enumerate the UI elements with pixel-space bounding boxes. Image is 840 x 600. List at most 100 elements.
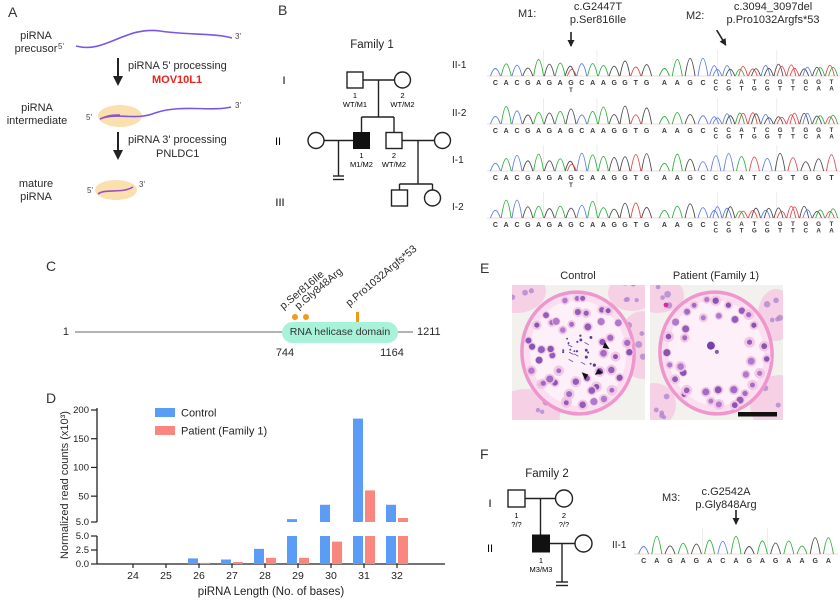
seq-letter: G (622, 222, 628, 229)
seq-letter: G (803, 79, 808, 86)
seq-letter: A (504, 175, 509, 182)
trace-peak (697, 161, 709, 172)
trace-peak (554, 158, 566, 172)
seq-letter: T (791, 86, 795, 93)
seq-letter: C (714, 79, 719, 86)
trace-peak (828, 208, 839, 219)
seq-letter: G (803, 127, 808, 134)
trace-peak (641, 64, 653, 77)
seq-letter: A (558, 80, 563, 87)
trace-peak (511, 64, 523, 77)
bar (386, 536, 396, 564)
cell-nucleus (528, 343, 536, 350)
trace-peak (725, 68, 736, 77)
cell-nucleus (623, 297, 629, 303)
mutation-tick-pro1032 (356, 312, 359, 322)
spermatid-dot (589, 336, 593, 339)
cell-nucleus (572, 378, 580, 385)
trace-peak (511, 199, 523, 219)
trace-peak (738, 66, 749, 77)
seq-letter: A (536, 80, 541, 87)
I-2-number: 2 (400, 91, 404, 100)
trace-peak (677, 542, 689, 555)
sperm-tail (568, 358, 574, 363)
trace-peak (747, 68, 758, 77)
cell-nucleus (614, 319, 622, 327)
trace-peak (734, 210, 745, 219)
cell-nucleus (574, 308, 581, 316)
cell-nucleus (769, 317, 775, 323)
bar (398, 536, 408, 564)
II-1-number: 1 (359, 151, 363, 160)
seq-letter: G (611, 222, 617, 229)
seq-letter: T (829, 175, 834, 182)
trace-peak (730, 535, 742, 555)
cell-nucleus (660, 295, 665, 300)
seq-letter: G (667, 558, 673, 565)
seq-letter: G (816, 79, 821, 86)
trace-peak (630, 154, 642, 172)
x-tick-label: 28 (259, 570, 271, 582)
seq-letter: G (752, 134, 757, 141)
bar (299, 557, 309, 564)
mov10l1-label: MOV10L1 (152, 74, 203, 86)
seq-letter: C (579, 80, 584, 87)
trace-peak (786, 114, 797, 125)
trace-peak (489, 68, 501, 77)
seq-letter: A (558, 128, 563, 135)
trace-peak (776, 210, 787, 219)
seq-letter: C (765, 79, 770, 86)
spermatid-dot (573, 350, 576, 353)
seq-letter: G (611, 175, 617, 182)
seq-letter: C (514, 128, 519, 135)
seq-letter: T (752, 221, 756, 228)
seq-letter: G (644, 80, 650, 87)
trace-peak (608, 208, 620, 219)
m1-chromatograms: C A C G A G A GTC A A G G T GC A C G A G A G C A A G G T GC A C G A G A GT… (487, 32, 655, 229)
seq-letter: T (791, 127, 795, 134)
trace-peak (776, 65, 787, 77)
seq-letter: A (601, 80, 606, 87)
pirna-length-bar-chart: 5.0 50 100 150 200 0.0 2.5 5.0 24 25 26 27 28 29 30 31 3… (73, 405, 445, 598)
cell-nucleus (663, 349, 671, 357)
x-tick-label: 31 (358, 570, 370, 582)
stain-speck (663, 302, 669, 308)
cell-nucleus (588, 387, 596, 394)
seq-letter: T (740, 228, 744, 235)
trace-peak (712, 206, 723, 219)
bar (188, 558, 198, 564)
spermatid-dot (576, 340, 579, 343)
seq-letter: C (765, 175, 770, 182)
trace-peak (587, 111, 599, 125)
row-label: II-1 (612, 540, 627, 551)
trace-peak (760, 209, 771, 219)
cell-nucleus (608, 366, 615, 374)
seq-letter: G (687, 175, 693, 182)
y-tick-label: 2.5 (76, 545, 89, 556)
trace-peak (565, 207, 577, 219)
seq-letter: C (713, 175, 718, 182)
bar (353, 536, 363, 564)
cell-nucleus (659, 412, 665, 419)
cell-nucleus (667, 362, 673, 368)
cell-nucleus (607, 334, 614, 341)
gen-label-II: II (275, 136, 281, 148)
seq-letter: G (687, 128, 693, 135)
scale-bar (738, 412, 777, 417)
seq-letter: A (590, 128, 595, 135)
II-1-number: 1 (539, 556, 543, 565)
three-prime-label: 3' (235, 32, 241, 41)
seq-letter: C (493, 222, 498, 229)
gen-label-I: I (488, 498, 491, 510)
trace-peak (747, 112, 758, 125)
trace-peak (543, 208, 555, 219)
seq-letter: T (752, 79, 756, 86)
seq-letter: G (687, 80, 693, 87)
cell-nucleus (543, 312, 549, 319)
seq-letter: C (714, 127, 719, 134)
seq-letter: G (778, 79, 783, 86)
trace-peak (630, 66, 642, 77)
seq-letter: G (752, 86, 757, 93)
trace-peak (799, 68, 810, 77)
